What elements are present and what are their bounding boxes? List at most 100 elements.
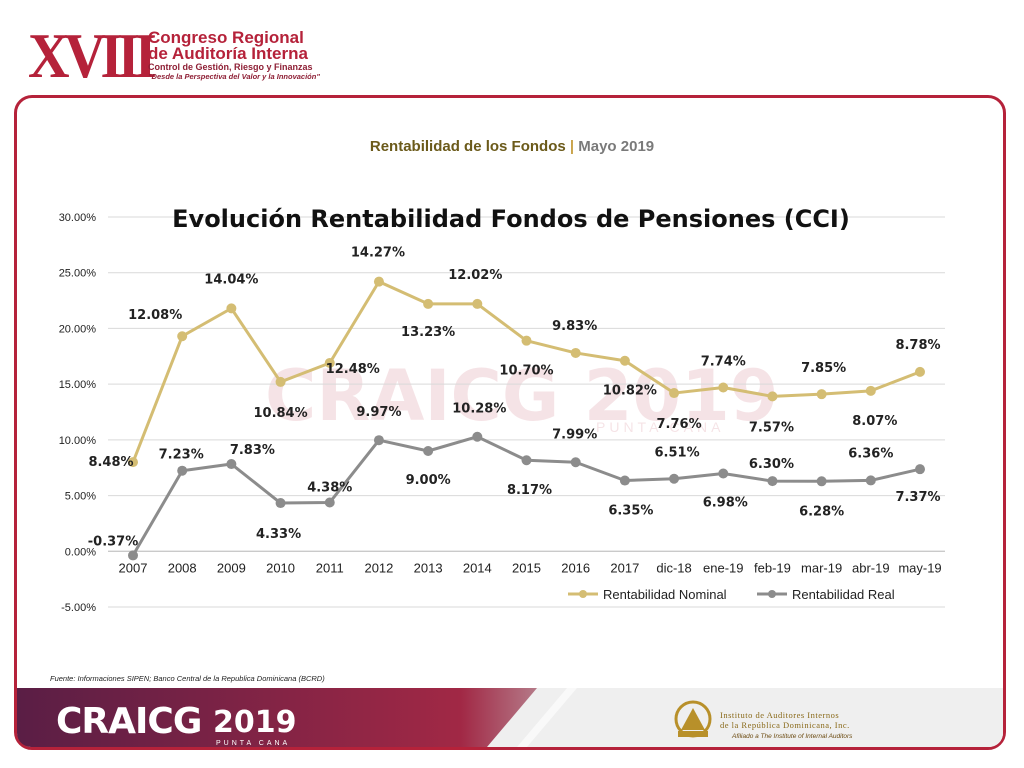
x-tick-label: 2017 <box>610 560 639 575</box>
craicg-watermark: CRAICG 2019 PUNTA CANA <box>265 355 779 437</box>
iaird-name-line2: de la República Dominicana, Inc. <box>720 720 850 730</box>
y-tick-label: 20.00% <box>59 323 97 335</box>
data-point <box>226 303 237 314</box>
data-label: 9.83% <box>552 319 597 334</box>
data-label: 7.74% <box>701 354 746 369</box>
data-point <box>373 276 384 287</box>
x-tick-label: mar-19 <box>801 560 842 575</box>
data-point <box>226 459 237 470</box>
data-point <box>423 298 434 309</box>
y-tick-label: 25.00% <box>59 268 97 280</box>
x-tick-label: 2015 <box>512 560 541 575</box>
data-point <box>521 455 532 466</box>
iaird-name: Instituto de Auditores Internos de la Re… <box>720 710 850 730</box>
watermark-text: CRAICG 2019 <box>265 355 779 437</box>
data-point <box>373 435 384 446</box>
legend-swatch-marker <box>579 590 587 598</box>
legend-label: Rentabilidad Real <box>792 587 895 602</box>
data-label: 9.97% <box>356 405 401 420</box>
data-label: 7.23% <box>159 448 204 463</box>
congress-title-line2: de Auditoría Interna <box>148 44 308 63</box>
footer-band <box>17 688 1003 747</box>
congress-title-block: Congreso Regional de Auditoría Interna C… <box>148 28 320 82</box>
data-label: 14.27% <box>351 246 405 261</box>
iaird-affiliation: Afiliado a The Institute of Internal Aud… <box>732 733 853 740</box>
legend-swatch-marker <box>768 590 776 598</box>
data-label: 13.23% <box>401 325 455 340</box>
data-point <box>128 457 138 468</box>
data-label: 6.36% <box>848 446 893 461</box>
data-point <box>472 431 483 442</box>
congress-header: XVIII Congreso Regional de Auditoría Int… <box>0 0 1024 95</box>
data-label: 7.99% <box>552 427 597 442</box>
chart-title: Evolución Rentabilidad Fondos de Pension… <box>172 205 850 233</box>
y-tick-label: 10.00% <box>59 435 97 447</box>
data-label: 6.35% <box>608 504 653 519</box>
data-label: 7.83% <box>230 443 275 458</box>
craicg-logo: CRAICG <box>56 701 202 742</box>
data-point <box>275 376 286 387</box>
data-point <box>767 476 778 487</box>
slide-heading: Rentabilidad de los Fondos | Mayo 2019 <box>0 138 1024 155</box>
y-tick-label: 15.00% <box>59 379 97 391</box>
data-label: 12.08% <box>128 308 182 323</box>
iaird-name-line1: Instituto de Auditores Internos <box>720 710 840 720</box>
data-label: 12.02% <box>448 268 502 283</box>
data-label: 7.76% <box>657 417 702 432</box>
craicg-logo-year: 2019 <box>213 705 297 740</box>
data-label: 7.37% <box>895 490 940 505</box>
data-point <box>570 347 581 358</box>
y-tick-label: 5.00% <box>65 491 96 503</box>
data-label: 10.28% <box>452 402 506 417</box>
data-label: 9.00% <box>406 473 451 488</box>
source-note: Fuente: Informaciones SIPEN; Banco Centr… <box>50 674 325 683</box>
congress-title-line1: Congreso Regional <box>148 28 304 47</box>
data-label: 6.98% <box>703 496 748 511</box>
y-tick-label: -5.00% <box>61 602 96 614</box>
slide-heading-separator: | <box>569 138 575 155</box>
congress-roman-numeral: XVIII <box>28 20 157 91</box>
data-point <box>619 355 630 366</box>
x-tick-label: 2012 <box>364 560 393 575</box>
data-point <box>423 446 434 456</box>
y-tick-label: 30.00% <box>59 212 97 224</box>
x-tick-label: 2008 <box>168 560 197 575</box>
data-point <box>767 391 778 402</box>
data-point <box>177 331 188 342</box>
x-tick-label: abr-19 <box>852 560 890 575</box>
data-label: 8.48% <box>88 455 133 470</box>
y-tick-label: 0.00% <box>65 546 96 558</box>
data-label: 10.84% <box>253 406 307 421</box>
data-label: 12.48% <box>326 362 380 377</box>
x-tick-label: 2014 <box>463 560 492 575</box>
data-label: 7.57% <box>749 420 794 435</box>
x-tick-label: 2013 <box>414 560 443 575</box>
data-label: 6.30% <box>749 457 794 472</box>
data-point <box>521 335 532 346</box>
data-point <box>128 550 138 561</box>
data-label: 7.85% <box>801 361 846 376</box>
congress-subtitle: Control de Gestión, Riesgo y Finanzas <box>148 62 313 72</box>
x-tick-label: feb-19 <box>754 560 791 575</box>
data-label: 14.04% <box>204 272 258 287</box>
x-tick-label: ene-19 <box>703 560 743 575</box>
x-tick-label: may-19 <box>898 560 941 575</box>
data-point <box>177 465 188 476</box>
data-label: 6.51% <box>655 446 700 461</box>
slide-heading-date: Mayo 2019 <box>578 138 655 155</box>
watermark-place: PUNTA CANA <box>596 419 724 435</box>
data-point <box>669 473 680 484</box>
data-point <box>915 366 925 377</box>
data-point <box>865 385 876 396</box>
iaird-seal-icon <box>674 700 712 738</box>
data-point <box>816 476 827 487</box>
congress-tagline: "Desde la Perspectiva del Valor y la Inn… <box>148 72 320 81</box>
slide-heading-title: Rentabilidad de los Fondos <box>369 138 566 155</box>
legend-label: Rentabilidad Nominal <box>603 587 727 602</box>
x-tick-label: 2010 <box>266 560 295 575</box>
data-point <box>718 468 729 479</box>
data-label: 8.07% <box>852 414 897 429</box>
data-point <box>669 388 680 399</box>
x-tick-label: 2016 <box>561 560 590 575</box>
